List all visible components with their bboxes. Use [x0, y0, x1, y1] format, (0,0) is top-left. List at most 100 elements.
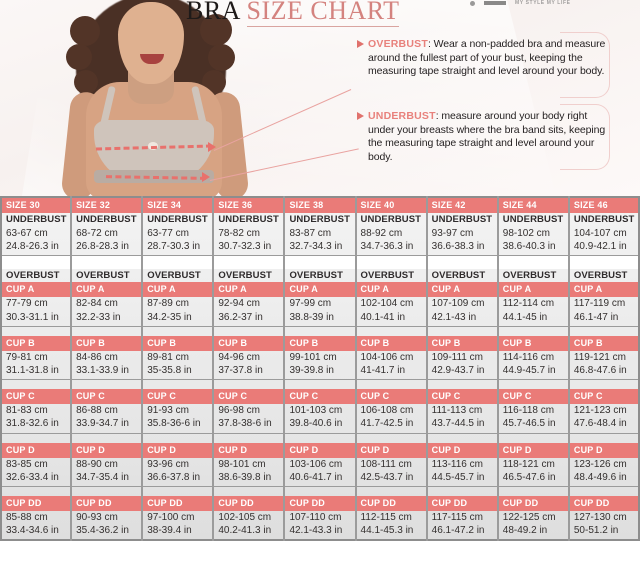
cup-cm: 109-111 cm: [431, 351, 483, 363]
section-separator: [143, 255, 213, 269]
cup-cm: 111-113 cm: [431, 405, 483, 417]
cup-header-label: CUP B: [573, 337, 603, 348]
cup-in: 46.5-47.6 in: [498, 471, 568, 488]
callout-overbust-text: : Wear a non-padded bra and measure arou…: [368, 38, 606, 78]
cup-in: 33.4-34.6 in: [2, 524, 71, 542]
cup-cm: 123-126 cm: [573, 458, 627, 470]
cup-header-label: CUP C: [431, 391, 461, 402]
cup-cm: 112-115 cm: [360, 512, 412, 524]
cup-in: 45.7-46.5 in: [498, 417, 568, 434]
cup-header-label: CUP DD: [431, 498, 468, 509]
cup-header-label: CUP B: [360, 337, 390, 348]
cup-header: CUP B: [72, 335, 142, 351]
section-separator: [285, 255, 355, 269]
model-face: [118, 2, 184, 84]
underbust-cm: 78-82 cm: [218, 227, 261, 239]
underbust-cm: 93-97 cm: [431, 227, 474, 239]
brand-bar-icon: [484, 1, 506, 5]
cup-header-label: CUP D: [76, 444, 105, 455]
cup-header: CUP D: [569, 442, 638, 458]
overbust-label: OVERBUST: [431, 269, 486, 281]
size-header: SIZE 36: [214, 196, 284, 213]
cup-cm: 101-103 cm: [289, 405, 343, 417]
cup-cm: 90-93 cm: [76, 512, 118, 524]
overbust-label: OVERBUST: [147, 269, 201, 281]
cup-in: 44.1-45 in: [498, 311, 568, 327]
cup-cm: 103-106 cm: [289, 458, 343, 470]
cup-header-label: CUP B: [6, 337, 35, 348]
row-spacer: [499, 487, 568, 496]
cup-cm: 84-86 cm: [76, 351, 118, 363]
row-spacer: [357, 487, 426, 496]
section-separator: [72, 255, 142, 269]
cup-header: CUP A: [143, 282, 213, 298]
cup-in: 37.8-38-6 in: [214, 417, 284, 434]
brand-dot-icon: [470, 0, 475, 6]
cup-header: CUP A: [569, 282, 638, 298]
cup-header: CUP DD: [356, 496, 426, 512]
row-spacer: [499, 434, 568, 443]
size-header: SIZE 32: [72, 196, 142, 213]
overbust-tape-arrow-icon: [208, 142, 216, 152]
cup-cm: 91-93 cm: [147, 405, 189, 417]
underbust-in: 30.7-32.3 in: [214, 240, 284, 256]
cup-header-label: CUP D: [6, 444, 35, 455]
cup-cm: 97-100 cm: [147, 512, 195, 524]
cup-cm: 107-109 cm: [431, 298, 485, 310]
row-spacer: [72, 487, 141, 496]
cup-cm: 108-111 cm: [360, 458, 412, 470]
cup-in: 46.1-47 in: [569, 311, 638, 327]
size-column: SIZE 42 UNDERBUST 93-97 cm 36.6-38.3 in OVER…: [426, 196, 498, 542]
hair-curl: [208, 44, 235, 71]
cup-cm: 85-88 cm: [6, 512, 48, 524]
overbust-label: OVERBUST: [502, 269, 557, 281]
cup-header: CUP D: [427, 442, 497, 458]
row-spacer: [214, 487, 283, 496]
underbust-in: 36.6-38.3 in: [427, 240, 497, 256]
row-spacer: [285, 380, 354, 389]
size-column: SIZE 44 UNDERBUST 98-102 cm 38.6-40.3 in OVE…: [497, 196, 569, 542]
cup-in: 39-39.8 in: [285, 364, 355, 381]
cup-in: 34.2-35 in: [143, 311, 213, 327]
cup-header: CUP DD: [2, 496, 71, 512]
cup-header-label: CUP A: [431, 284, 461, 295]
cup-cm: 81-83 cm: [6, 405, 48, 417]
cup-header: CUP D: [285, 442, 355, 458]
size-column: SIZE 40 UNDERBUST 88-92 cm 34.7-36.3 in OVER…: [355, 196, 427, 542]
cup-cm: 112-114 cm: [502, 298, 555, 310]
callout-underbust-text: : measure around your body right under y…: [368, 110, 606, 163]
bra-size-chart-table: SIZE 30 UNDERBUST 63-67 cm 24.8-26.3 in OVER…: [0, 196, 640, 583]
cup-header: CUP DD: [569, 496, 638, 512]
underbust-in: 26.8-28.3 in: [72, 240, 142, 256]
cup-header: CUP C: [143, 389, 213, 405]
cup-cm: 116-118 cm: [502, 405, 555, 417]
cup-header-label: CUP C: [218, 391, 248, 402]
cup-header-label: CUP D: [431, 444, 461, 455]
cup-in: 37-37.8 in: [214, 364, 284, 381]
cup-header-label: CUP D: [502, 444, 532, 455]
row-spacer: [357, 380, 426, 389]
callout-overbust: OVERBUST: Wear a non-padded bra and meas…: [368, 38, 606, 79]
row-spacer: [285, 487, 354, 496]
model-photo: [30, 0, 280, 196]
cup-cm: 121-123 cm: [573, 405, 627, 417]
cup-in: 47.6-48.4 in: [569, 417, 638, 434]
overbust-label: OVERBUST: [6, 269, 60, 281]
cup-header: CUP C: [498, 389, 568, 405]
cup-in: 39.8-40.6 in: [285, 417, 355, 434]
cup-cm: 77-79 cm: [6, 298, 48, 310]
cup-in: 40.2-41.3 in: [214, 524, 284, 542]
cup-header: CUP B: [498, 335, 568, 351]
size-column: SIZE 46 UNDERBUST 104-107 cm 40.9-42.1 in OV…: [568, 196, 640, 542]
cup-cm: 119-121 cm: [573, 351, 626, 363]
hero-banner: BRA SIZE CHART MY STYLE MY LIFE OVERBUST…: [0, 0, 640, 196]
row-spacer: [357, 327, 426, 336]
section-separator: [356, 255, 426, 269]
cup-in: 31.1-31.8 in: [2, 364, 71, 381]
size-header: SIZE 42: [427, 196, 497, 213]
cup-in: 41.7-42.5 in: [356, 417, 426, 434]
cup-cm: 104-106 cm: [360, 351, 414, 363]
underbust-cm: 88-92 cm: [360, 227, 403, 239]
cup-in: 36.2-37 in: [214, 311, 284, 327]
cup-header-label: CUP A: [502, 284, 532, 295]
